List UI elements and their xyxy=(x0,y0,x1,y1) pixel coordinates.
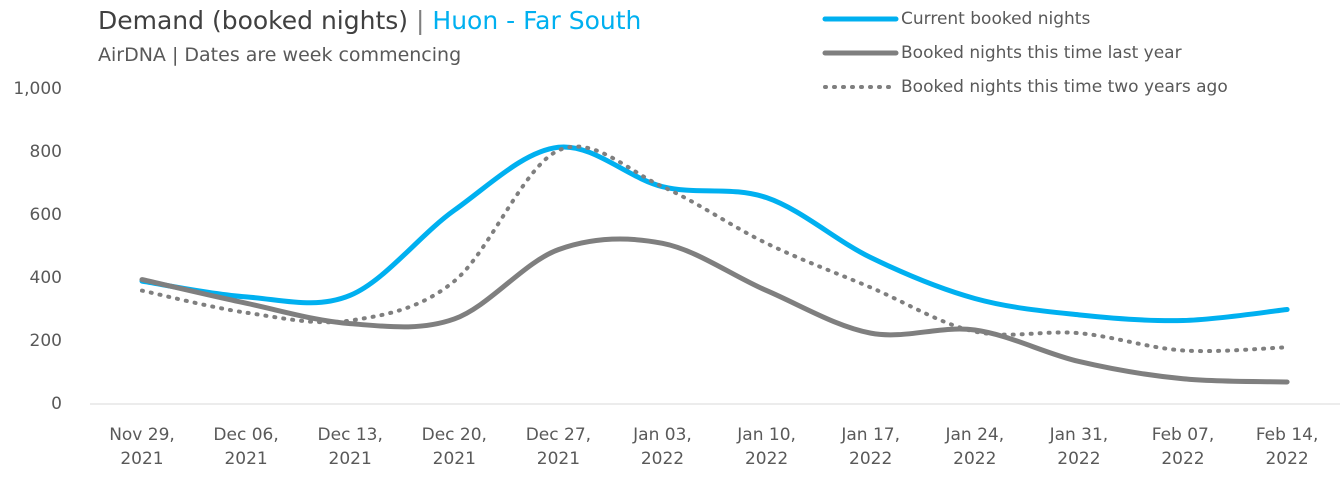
series-line xyxy=(140,144,1290,354)
x-tick-label: Nov 29, 2021 xyxy=(109,425,175,469)
y-tick-label: 1,000 xyxy=(13,79,62,99)
y-tick-label: 600 xyxy=(30,205,62,225)
chart-title: Demand (booked nights) xyxy=(98,6,409,35)
title-highlight: Huon - Far South xyxy=(432,6,642,35)
y-tick-label: 200 xyxy=(30,331,62,351)
x-tick-label: Jan 31, 2022 xyxy=(1049,425,1109,469)
title-separator: | xyxy=(416,6,425,35)
y-tick-label: 0 xyxy=(51,394,62,414)
y-tick-label: 800 xyxy=(30,142,62,162)
x-tick-label: Dec 20, 2021 xyxy=(421,425,487,469)
x-tick-label: Feb 07, 2022 xyxy=(1151,425,1215,469)
series-line xyxy=(139,144,1290,324)
legend-label: Booked nights this time last year xyxy=(901,43,1182,63)
x-tick-label: Jan 17, 2022 xyxy=(841,425,901,469)
series-line xyxy=(139,236,1290,385)
x-tick-label: Jan 24, 2022 xyxy=(945,425,1005,469)
title-block: Demand (booked nights) | Huon - Far Sout… xyxy=(98,6,641,35)
y-tick-label: 400 xyxy=(30,268,62,288)
x-tick-label: Dec 13, 2021 xyxy=(317,425,383,469)
x-tick-label: Dec 06, 2021 xyxy=(213,425,279,469)
legend-label: Current booked nights xyxy=(901,9,1090,29)
legend-label: Booked nights this time two years ago xyxy=(901,77,1228,97)
x-tick-label: Feb 14, 2022 xyxy=(1255,425,1319,469)
x-tick-label: Jan 10, 2022 xyxy=(737,425,796,469)
x-tick-label: Dec 27, 2021 xyxy=(525,425,592,469)
subtitle: AirDNA | Dates are week commencing xyxy=(98,44,462,66)
x-tick-label: Jan 03, 2022 xyxy=(633,425,692,469)
